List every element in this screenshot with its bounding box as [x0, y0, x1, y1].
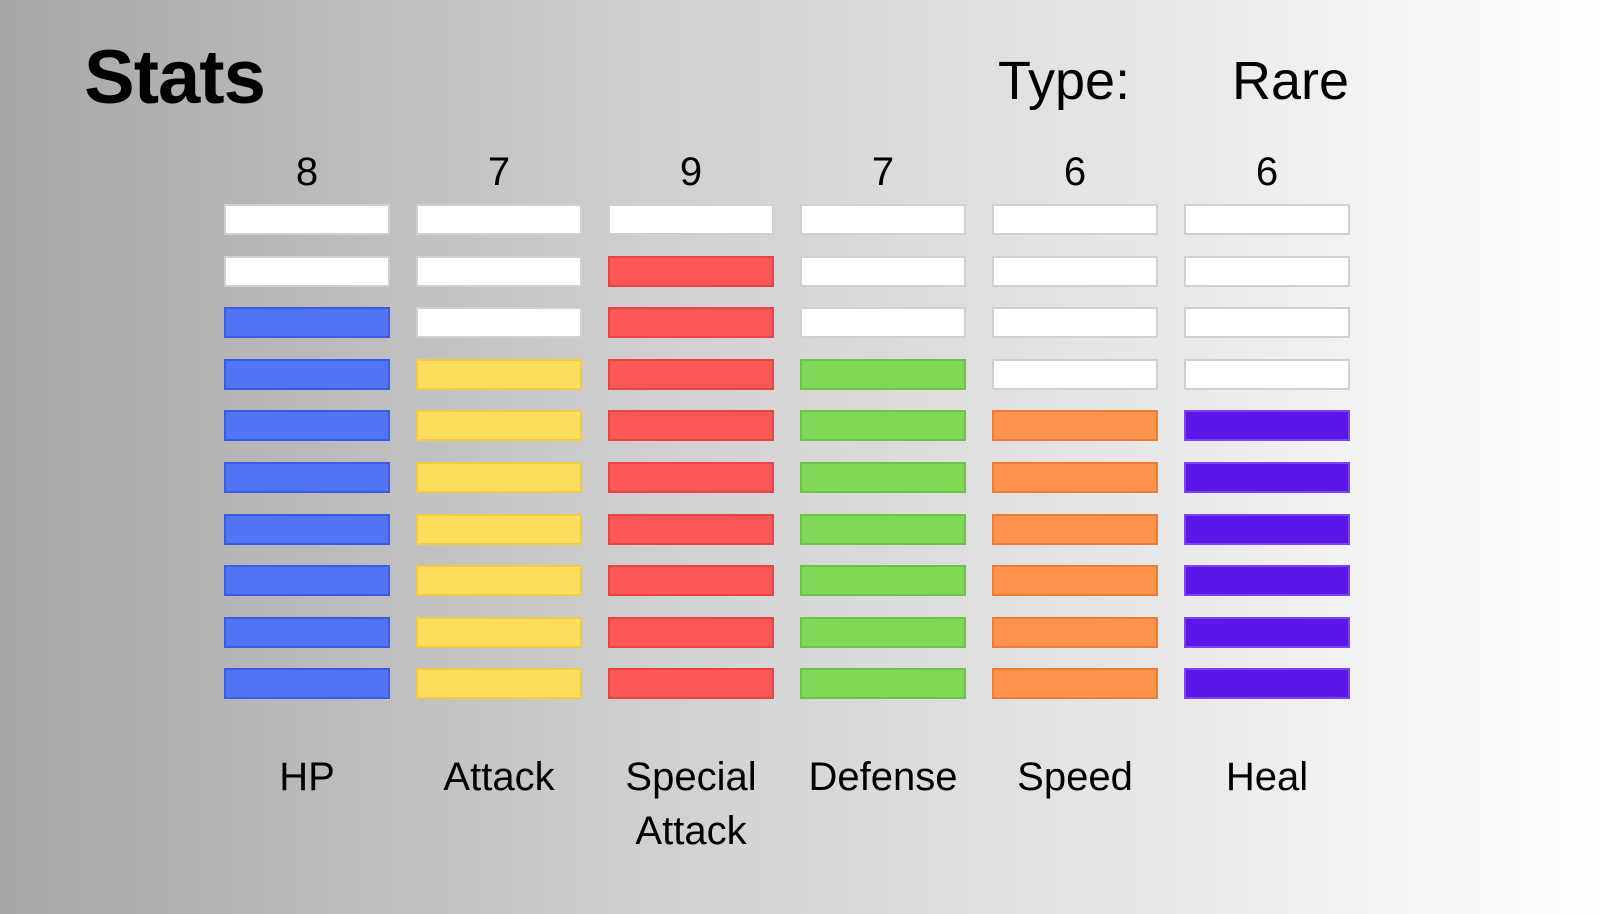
stat-segment — [608, 255, 774, 287]
type-label: Type: — [998, 51, 1131, 111]
stat-segment — [608, 358, 774, 390]
stat-segment — [416, 616, 582, 648]
stat-segment — [992, 513, 1158, 545]
stats-title: Stats — [84, 35, 266, 120]
stat-segment — [608, 565, 774, 597]
stat-segment — [992, 204, 1158, 235]
stat-segment — [416, 410, 582, 442]
stat-segment — [992, 462, 1158, 493]
stat-segment — [416, 358, 582, 390]
stat-segment — [800, 513, 966, 545]
stat-segment — [416, 204, 582, 235]
stat-segment — [1184, 668, 1350, 700]
stat-label: HP — [279, 755, 335, 799]
stat-value: 6 — [1255, 150, 1279, 194]
stat-segment — [1184, 358, 1350, 390]
stat-segment — [416, 307, 582, 339]
stat-segment — [608, 307, 774, 339]
stat-segment — [800, 307, 966, 339]
stat-label: Speed — [1017, 755, 1133, 799]
stat-segment — [992, 255, 1158, 287]
stat-segment — [1184, 616, 1350, 648]
stat-segment — [1184, 513, 1350, 545]
stat-value: 9 — [679, 150, 703, 194]
stat-segment — [224, 255, 390, 287]
stat-segment — [224, 307, 390, 339]
stat-segment — [992, 307, 1158, 339]
stat-segment — [416, 565, 582, 597]
stat-label: Special Attack — [625, 755, 757, 853]
stat-segment — [224, 616, 390, 648]
stat-segment — [1184, 255, 1350, 287]
stat-segment — [992, 565, 1158, 597]
stat-segment — [224, 565, 390, 597]
stat-segment — [608, 513, 774, 545]
stat-segment — [416, 668, 582, 700]
stat-segment — [224, 513, 390, 545]
stat-segment — [608, 462, 774, 493]
stat-segment — [1184, 565, 1350, 597]
stat-segment — [1184, 462, 1350, 493]
stat-segment — [992, 410, 1158, 442]
stat-segment — [1184, 410, 1350, 442]
stat-segment — [224, 462, 390, 493]
stat-segment — [1184, 204, 1350, 235]
stat-segment — [800, 204, 966, 235]
stat-segment — [800, 358, 966, 390]
stat-label: Attack — [443, 755, 555, 799]
stat-segment — [992, 668, 1158, 700]
stat-label: Heal — [1225, 755, 1309, 799]
stat-value: 6 — [1063, 150, 1087, 194]
stat-segment — [608, 616, 774, 648]
stat-segment — [800, 668, 966, 700]
stat-segment — [416, 462, 582, 493]
stat-segment — [224, 668, 390, 700]
type-value: Rare — [1232, 51, 1350, 111]
stat-segment — [800, 565, 966, 597]
stat-segment — [224, 410, 390, 442]
stat-segment — [608, 204, 774, 235]
stat-segment — [800, 255, 966, 287]
stat-label: Defense — [808, 755, 958, 799]
stat-segment — [800, 616, 966, 648]
stat-value: 7 — [871, 150, 895, 194]
stat-segment — [608, 410, 774, 442]
stat-segment — [1184, 307, 1350, 339]
stat-value: 8 — [295, 150, 319, 194]
stat-segment — [608, 668, 774, 700]
stat-segment — [224, 358, 390, 390]
stat-segment — [992, 358, 1158, 390]
stat-segment — [416, 255, 582, 287]
stat-segment — [224, 204, 390, 235]
stat-segment — [416, 513, 582, 545]
stat-segment — [800, 462, 966, 493]
stat-segment — [800, 410, 966, 442]
stat-segment — [992, 616, 1158, 648]
stat-value: 7 — [487, 150, 511, 194]
